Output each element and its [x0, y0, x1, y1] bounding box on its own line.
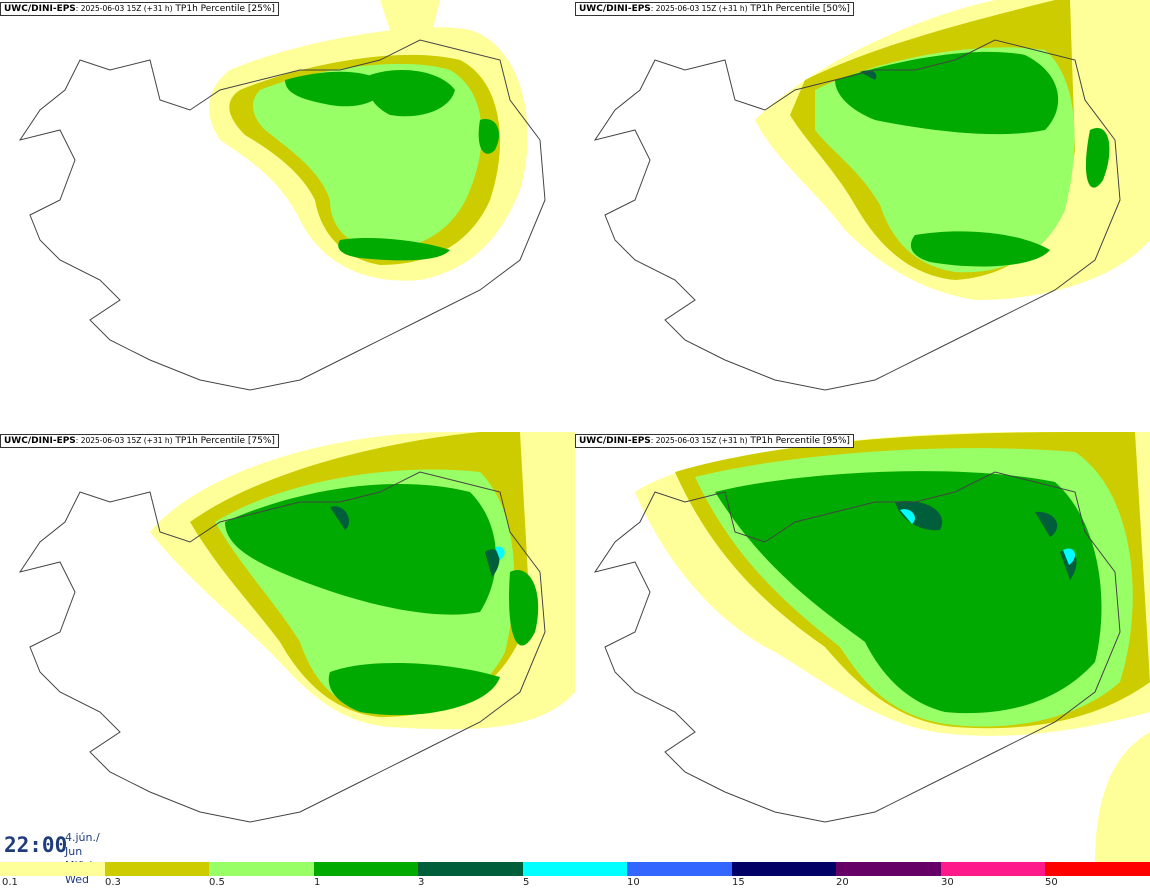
precip-map — [593, 0, 1150, 391]
panel-timestamp: : 2025-06-03 15Z (+31 h) — [75, 436, 173, 445]
map-panel-p50: UWC/DINI-EPS: 2025-06-03 15Z (+31 h) TP1… — [575, 0, 1150, 432]
map-panel-p25: UWC/DINI-EPS: 2025-06-03 15Z (+31 h) TP1… — [0, 0, 575, 432]
legend-swatch — [1045, 862, 1150, 876]
legend-swatch — [0, 862, 105, 876]
legend-swatch — [836, 862, 941, 876]
panel-title: UWC/DINI-EPS: 2025-06-03 15Z (+31 h) TP1… — [575, 2, 854, 16]
panel-timestamp: : 2025-06-03 15Z (+31 h) — [650, 436, 748, 445]
legend-tick-label: 5 — [523, 877, 530, 888]
map-panel-p75: UWC/DINI-EPS: 2025-06-03 15Z (+31 h) TP1… — [0, 432, 575, 864]
panel-field: TP1h Percentile [25%] — [172, 4, 275, 14]
panel-title: UWC/DINI-EPS: 2025-06-03 15Z (+31 h) TP1… — [0, 2, 279, 16]
valid-time: 22:00 — [4, 833, 68, 857]
legend-swatch — [627, 862, 732, 876]
legend-tick-label: 0.5 — [209, 877, 225, 888]
map-panel-p95: UWC/DINI-EPS: 2025-06-03 15Z (+31 h) TP1… — [575, 432, 1150, 864]
valid-time-box: 22:00 4.jún./ Jun Mið./ Wed — [0, 829, 104, 886]
legend-swatch — [418, 862, 523, 876]
panel-source: UWC/DINI-EPS — [4, 4, 76, 14]
panel-source: UWC/DINI-EPS — [579, 436, 651, 446]
precip-map — [593, 432, 1150, 864]
legend-swatch — [522, 862, 628, 876]
legend-tick-label: 50 — [1045, 877, 1058, 888]
legend-tick-label: 0.3 — [105, 877, 121, 888]
legend-swatch — [313, 862, 419, 876]
legend-color-bar — [0, 862, 1150, 876]
panel-timestamp: : 2025-06-03 15Z (+31 h) — [650, 4, 748, 13]
legend-swatch — [940, 862, 1046, 876]
legend-swatch — [731, 862, 837, 876]
valid-date-line1: 4.jún./ Jun — [65, 831, 100, 858]
legend-tick-label: 20 — [836, 877, 849, 888]
legend-tick-label: 15 — [732, 877, 745, 888]
legend-tick-label: 30 — [941, 877, 954, 888]
panel-source: UWC/DINI-EPS — [4, 436, 76, 446]
panel-title: UWC/DINI-EPS: 2025-06-03 15Z (+31 h) TP1… — [0, 434, 279, 448]
panel-field: TP1h Percentile [50%] — [747, 4, 850, 14]
panel-field: TP1h Percentile [95%] — [747, 436, 850, 446]
panel-source: UWC/DINI-EPS — [579, 4, 651, 14]
panel-timestamp: : 2025-06-03 15Z (+31 h) — [75, 4, 173, 13]
legend-tick-label: 3 — [418, 877, 425, 888]
legend-tick-label: 1 — [314, 877, 321, 888]
legend-tick-label: 10 — [627, 877, 640, 888]
legend-swatch — [104, 862, 210, 876]
legend-swatch — [209, 862, 314, 876]
legend-tick-label: 0.1 — [2, 877, 18, 888]
panel-field: TP1h Percentile [75%] — [172, 436, 275, 446]
precip-map — [18, 432, 575, 823]
panel-title: UWC/DINI-EPS: 2025-06-03 15Z (+31 h) TP1… — [575, 434, 854, 448]
color-legend: 0.1 0.3 0.5 1 3 5 10 15 20 30 50 — [0, 862, 1150, 891]
precip-map — [18, 0, 546, 391]
